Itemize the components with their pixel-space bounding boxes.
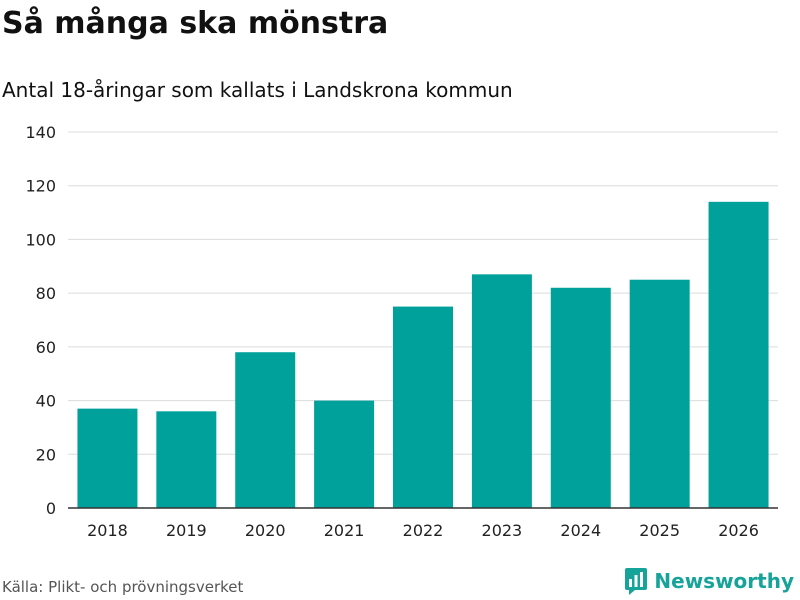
- y-tick-label: 100: [25, 230, 56, 249]
- bar-2021: [314, 400, 375, 508]
- y-tick-label: 140: [25, 123, 56, 142]
- brand-name: Newsworthy: [654, 569, 794, 593]
- x-tick-label: 2021: [324, 521, 365, 540]
- y-tick-label: 120: [25, 177, 56, 196]
- x-tick-label: 2022: [403, 521, 444, 540]
- bar-chart: 0 20 40 60 80 100 120 140 2018 2019 2020 2021 2022 20…: [25, 123, 778, 540]
- x-tick-label: 2024: [560, 521, 601, 540]
- x-tick-label: 2025: [639, 521, 680, 540]
- bar-2023: [471, 274, 532, 508]
- source-note: Källa: Plikt- och prövningsverket: [2, 578, 244, 596]
- chart-subtitle: Antal 18-åringar som kallats i Landskron…: [2, 78, 513, 102]
- bar-2022: [393, 306, 453, 508]
- chart-title: Så många ska mönstra: [2, 6, 389, 41]
- bar-2018: [77, 408, 138, 508]
- y-tick-label: 60: [36, 338, 56, 357]
- brand-logo: Newsworthy: [624, 567, 794, 595]
- x-tick-label: 2018: [87, 521, 128, 540]
- bar-2025: [629, 279, 690, 508]
- x-tick-label: 2019: [166, 521, 207, 540]
- y-tick-label: 80: [36, 284, 56, 303]
- y-tick-label: 20: [36, 445, 56, 464]
- bar-2026: [708, 201, 769, 509]
- bar-2019: [156, 411, 217, 508]
- y-tick-label: 0: [46, 499, 56, 518]
- bar-2024: [550, 287, 611, 508]
- x-tick-label: 2026: [718, 521, 759, 540]
- bar-2020: [235, 352, 296, 508]
- y-tick-label: 40: [36, 392, 56, 411]
- x-tick-label: 2020: [245, 521, 286, 540]
- x-tick-label: 2023: [482, 521, 523, 540]
- newsworthy-logo-icon: [625, 568, 648, 595]
